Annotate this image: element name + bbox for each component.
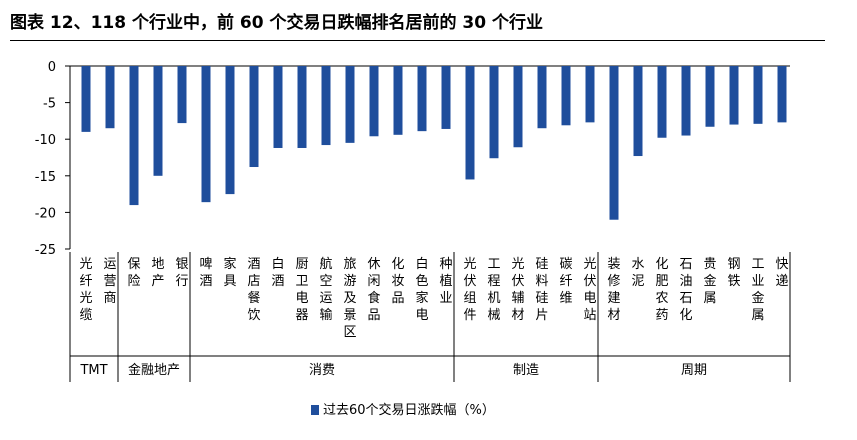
y-tick-label: -20 bbox=[35, 206, 56, 221]
y-tick-label: -15 bbox=[35, 170, 56, 185]
bar bbox=[681, 66, 691, 136]
bar bbox=[201, 66, 211, 203]
y-tick-label: -10 bbox=[35, 133, 56, 148]
category-label: 保险 bbox=[127, 257, 140, 289]
bar bbox=[441, 66, 451, 129]
category-label: 银行 bbox=[175, 257, 188, 289]
bar bbox=[753, 66, 763, 124]
category-label: 种植业 bbox=[439, 257, 452, 306]
category-label: 休闲食品 bbox=[367, 257, 380, 323]
bar bbox=[321, 66, 331, 146]
category-label: 化妆品 bbox=[391, 257, 404, 306]
bar bbox=[273, 66, 283, 148]
category-label: 白酒 bbox=[271, 256, 284, 289]
legend-label: 过去60个交易日涨跌幅（%） bbox=[323, 402, 495, 418]
category-label: 装修建材 bbox=[607, 257, 620, 323]
bar bbox=[249, 66, 259, 168]
bar bbox=[729, 66, 739, 125]
group-label: 金融地产 bbox=[128, 362, 180, 378]
category-label: 水泥 bbox=[631, 257, 644, 289]
bar bbox=[561, 66, 571, 126]
category-label: 化肥农药 bbox=[655, 257, 668, 323]
group-label: 消费 bbox=[309, 363, 335, 378]
bar bbox=[129, 66, 139, 206]
category-label: 光伏辅材 bbox=[511, 257, 524, 323]
group-label: 周期 bbox=[681, 363, 707, 378]
bar bbox=[393, 66, 403, 135]
category-label: 贵金属 bbox=[703, 257, 716, 306]
legend-swatch bbox=[311, 405, 319, 415]
category-label: 航空运输 bbox=[319, 256, 332, 323]
category-label: 工程机械 bbox=[487, 257, 500, 323]
category-label: 硅料硅片 bbox=[535, 257, 548, 323]
group-label: 制造 bbox=[513, 363, 539, 378]
category-label: 光伏组件 bbox=[463, 257, 476, 323]
bar bbox=[777, 66, 787, 123]
bar bbox=[417, 66, 427, 132]
y-tick-label: -5 bbox=[43, 97, 56, 112]
chart-title: 图表 12、118 个行业中，前 60 个交易日跌幅排名居前的 30 个行业 bbox=[10, 13, 543, 33]
y-tick-label: 0 bbox=[48, 60, 56, 75]
bar bbox=[465, 66, 475, 180]
bar bbox=[705, 66, 715, 127]
bar bbox=[513, 66, 523, 148]
bar bbox=[657, 66, 667, 138]
category-label: 快递 bbox=[775, 257, 788, 289]
bar bbox=[537, 66, 547, 129]
bar bbox=[225, 66, 235, 195]
category-label: 运营商 bbox=[103, 257, 116, 306]
bar bbox=[633, 66, 643, 157]
bar bbox=[345, 66, 355, 143]
bar bbox=[297, 66, 307, 148]
bar bbox=[105, 66, 115, 129]
bar bbox=[609, 66, 619, 220]
category-label: 家具 bbox=[223, 256, 236, 289]
group-label: TMT bbox=[79, 363, 107, 378]
category-label: 光纤光缆 bbox=[79, 257, 92, 323]
category-label: 石油石化 bbox=[679, 257, 692, 323]
bar bbox=[81, 66, 91, 132]
category-label: 旅游及景区 bbox=[343, 257, 356, 340]
category-label: 酒店餐饮 bbox=[247, 257, 260, 323]
category-label: 钢铁 bbox=[727, 257, 740, 289]
bar bbox=[369, 66, 379, 137]
category-label: 厨卫电器 bbox=[295, 257, 308, 323]
category-label: 光伏电站 bbox=[583, 257, 596, 323]
category-label: 工业金属 bbox=[751, 257, 764, 323]
y-tick-label: -25 bbox=[35, 243, 56, 258]
title-rule bbox=[10, 40, 825, 41]
bar bbox=[177, 66, 187, 124]
category-label: 地产 bbox=[151, 257, 164, 289]
category-label: 碳纤维 bbox=[559, 257, 572, 306]
bar bbox=[489, 66, 499, 159]
category-label: 白色家电 bbox=[415, 256, 428, 323]
bar bbox=[153, 66, 163, 176]
category-label: 啤酒 bbox=[199, 257, 212, 289]
bar bbox=[585, 66, 595, 123]
